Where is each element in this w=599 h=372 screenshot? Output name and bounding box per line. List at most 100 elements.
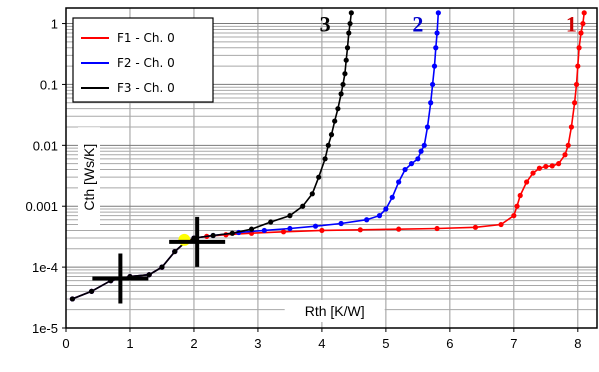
- x-tick-label: 4: [318, 336, 325, 351]
- x-axis-title: Rth [K/W]: [305, 303, 365, 319]
- data-point: [415, 156, 421, 162]
- data-point: [348, 10, 354, 16]
- data-point: [344, 45, 351, 51]
- data-point: [69, 296, 75, 302]
- data-point: [575, 63, 581, 69]
- data-point: [280, 229, 287, 235]
- data-point: [229, 230, 235, 236]
- data-point: [340, 81, 346, 88]
- data-point: [159, 264, 165, 270]
- extras: [92, 216, 226, 304]
- data-point: [396, 226, 402, 232]
- data-point: [580, 20, 586, 27]
- data-point: [389, 194, 395, 200]
- ylabel-background: [78, 127, 100, 228]
- data-point: [517, 192, 523, 199]
- y-tick-label: 1: [51, 17, 58, 32]
- data-point: [576, 45, 582, 51]
- data-point: [342, 71, 348, 77]
- data-point: [347, 20, 353, 27]
- data-point: [343, 57, 349, 63]
- x-tick-label: 3: [254, 336, 261, 351]
- data-point: [431, 63, 438, 69]
- data-point: [146, 272, 152, 278]
- ticks: 0 1 2 3 4 5 6 7 8 1e-5 1e-4 0.001 0.01 0.1 1: [25, 17, 581, 351]
- data-point: [565, 142, 571, 148]
- series-f3-ch-0: [69, 10, 354, 302]
- data-point: [335, 106, 341, 112]
- data-point: [578, 30, 584, 36]
- x-tick-label: 6: [446, 336, 453, 351]
- data-point: [433, 45, 439, 51]
- data-point: [498, 221, 504, 228]
- data-point: [581, 10, 587, 16]
- legend: F1 - Ch. 0 F2 - Ch. 0 F3 - Ch. 0: [72, 17, 214, 103]
- x-tick-label: 7: [510, 336, 517, 351]
- data-point: [210, 232, 216, 239]
- data-point: [530, 170, 536, 176]
- data-point: [376, 213, 383, 219]
- y-tick-label: 1e-5: [32, 321, 58, 336]
- data-point: [316, 174, 322, 180]
- x-tick-label: 0: [62, 336, 69, 351]
- data-point: [383, 206, 389, 212]
- data-point: [435, 10, 441, 16]
- x-tick-label: 1: [126, 336, 133, 351]
- data-point: [357, 227, 363, 233]
- y-tick-label: 0.001: [25, 199, 58, 214]
- data-point: [568, 124, 575, 130]
- data-point: [424, 124, 431, 130]
- data-point: [248, 226, 255, 232]
- data-point: [572, 100, 578, 106]
- curve-annotation: 2: [412, 12, 423, 37]
- data-point: [418, 148, 424, 154]
- data-point: [300, 203, 306, 209]
- legend-label: F2 - Ch. 0: [117, 56, 175, 70]
- data-point: [309, 191, 315, 197]
- curve-annotation: 1: [566, 12, 577, 37]
- data-point: [338, 91, 344, 97]
- data-point: [402, 166, 408, 173]
- data-point: [287, 225, 293, 232]
- data-point: [429, 81, 436, 88]
- data-point: [364, 217, 370, 223]
- data-point: [328, 132, 335, 138]
- data-point: [511, 213, 517, 219]
- data-point: [472, 224, 479, 230]
- y-tick-label: 1e-4: [32, 260, 58, 275]
- data-point: [325, 142, 331, 148]
- data-point: [287, 213, 293, 219]
- data-point: [172, 248, 178, 255]
- data-point: [319, 227, 325, 234]
- data-point: [536, 165, 543, 171]
- data-point: [573, 81, 580, 88]
- data-point: [312, 223, 319, 229]
- data-point: [428, 100, 434, 106]
- data-point: [322, 156, 328, 162]
- y-axis-title: Cth [Ws/K]: [81, 144, 97, 211]
- y-tick-label: 0.01: [33, 138, 58, 153]
- plot-frame: [65, 7, 598, 329]
- xlabel-background: [284, 300, 385, 322]
- labels: 3 2 1 Rth [K/W] Cth [Ws/K]: [78, 12, 577, 322]
- series-layer: [69, 10, 587, 302]
- data-point: [338, 220, 344, 227]
- data-point: [396, 179, 402, 185]
- data-point: [408, 161, 415, 167]
- legend-label: F3 - Ch. 0: [117, 81, 175, 95]
- data-point: [88, 288, 95, 294]
- data-point: [562, 152, 568, 158]
- y-tick-label: 0.1: [40, 77, 58, 92]
- data-point: [261, 227, 267, 234]
- data-point: [549, 163, 555, 169]
- legend-label: F1 - Ch. 0: [117, 31, 175, 45]
- data-point: [332, 118, 338, 124]
- data-point: [524, 179, 530, 185]
- data-point: [346, 30, 352, 36]
- data-point: [421, 142, 427, 148]
- data-point: [434, 30, 440, 36]
- x-tick-label: 8: [574, 336, 581, 351]
- data-point: [556, 161, 562, 167]
- data-point: [543, 163, 549, 170]
- data-point: [514, 203, 520, 209]
